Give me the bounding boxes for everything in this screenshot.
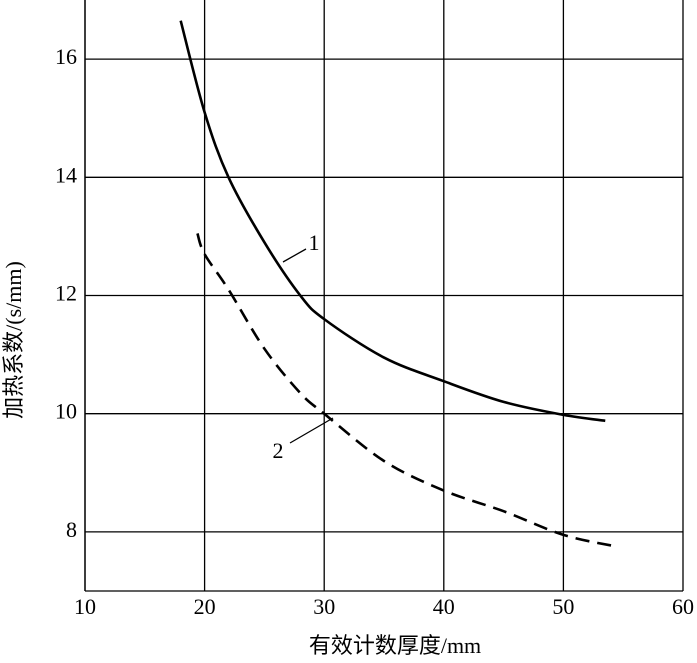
x-tick-label: 40	[433, 594, 455, 619]
y-axis-title: 加热系数/(s/mm)	[1, 261, 26, 419]
x-tick-label: 60	[672, 594, 694, 619]
series-label: 2	[273, 438, 284, 463]
x-tick-label: 50	[552, 594, 574, 619]
label-leader	[282, 248, 307, 263]
x-tick-label: 20	[194, 594, 216, 619]
x-tick-label: 30	[313, 594, 335, 619]
label-leader	[289, 417, 334, 444]
y-tick-label: 8	[66, 517, 77, 542]
series-line	[179, 20, 606, 423]
x-tick-label: 10	[74, 594, 96, 619]
series-line	[196, 233, 618, 548]
y-tick-label: 14	[55, 162, 77, 187]
y-tick-label: 12	[55, 281, 77, 306]
x-axis-title: 有效计数厚度/mm	[309, 633, 481, 658]
series-label: 1	[309, 230, 320, 255]
y-tick-label: 16	[55, 44, 77, 69]
y-tick-label: 10	[55, 399, 77, 424]
